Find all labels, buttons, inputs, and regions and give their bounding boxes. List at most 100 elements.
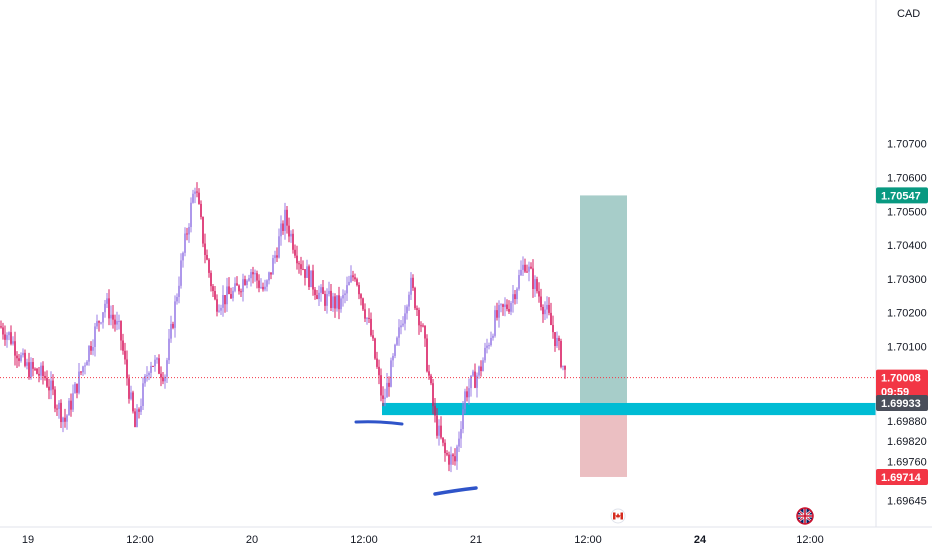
candle-body (218, 310, 220, 312)
candle-body (190, 202, 192, 228)
hand-drawn-low-mark-2[interactable] (433, 486, 478, 496)
candle-body (68, 400, 70, 416)
candle-body (314, 289, 316, 296)
candle-body (46, 377, 48, 387)
candle-body (54, 389, 56, 409)
candle-body (444, 442, 446, 454)
candle-body (430, 375, 432, 384)
support-zone-rectangle[interactable] (382, 402, 876, 416)
candle-body (384, 397, 386, 399)
candle-body (198, 192, 200, 204)
candle-body (24, 352, 26, 366)
candle-body (472, 371, 474, 376)
candle-body (374, 338, 376, 359)
candle-body (498, 305, 500, 318)
stop-loss-zone[interactable] (580, 402, 627, 477)
uk-flag-icon[interactable] (796, 507, 814, 525)
price-tag-label: 1.69933 (881, 398, 921, 410)
candle-body (76, 383, 78, 393)
time-axis[interactable]: 19 12:00 20 12:00 21 12:00 24 12:00 (22, 534, 824, 546)
candle-body (236, 283, 238, 286)
candle-body (464, 391, 466, 410)
candle-body (506, 304, 508, 309)
price-axis[interactable]: 1.70700 1.70600 1.70500 1.70400 1.70300 1.702… (887, 139, 927, 508)
candle-body (448, 454, 450, 465)
candle-body (546, 304, 548, 310)
candle-body (316, 295, 318, 299)
candle-body (16, 355, 18, 359)
candle-body (120, 321, 122, 341)
candle-body (466, 391, 468, 398)
candle-body (222, 295, 224, 308)
candle-body (368, 317, 370, 319)
candle-body (102, 312, 104, 323)
candle-body (284, 209, 286, 231)
candle-body (490, 337, 492, 346)
candle-body (62, 417, 64, 423)
candle-body (70, 400, 72, 410)
candle-body (110, 314, 112, 319)
candle-body (478, 366, 480, 376)
candle-body (420, 325, 422, 327)
candle-body (268, 272, 270, 281)
candle-body (240, 291, 242, 293)
candle-body (260, 286, 262, 288)
candle-body (502, 304, 504, 307)
candle-body (88, 346, 90, 362)
canada-flag-icon[interactable] (610, 508, 626, 524)
candle-body (264, 286, 266, 290)
candle-body (528, 266, 530, 272)
candle-body (164, 376, 166, 382)
candle-body (72, 393, 74, 410)
candle-body (208, 259, 210, 273)
candle-body (220, 307, 222, 311)
candle-body (286, 209, 288, 226)
candle-body (20, 355, 22, 361)
candle-body (86, 361, 88, 366)
candle-body (548, 304, 550, 313)
candle-body (30, 362, 32, 378)
candle-body (170, 323, 172, 339)
candle-body (412, 277, 414, 288)
candle-body (394, 344, 396, 356)
candle-body (224, 295, 226, 305)
candle-body (480, 366, 482, 372)
candle-body (330, 290, 332, 308)
time-tick-label: 19 (22, 534, 34, 546)
candle-body (356, 279, 358, 286)
candle-body (458, 438, 460, 447)
candle-body (354, 277, 356, 280)
candle-body (204, 243, 206, 255)
candle-body (140, 405, 142, 412)
time-tick-label: 21 (470, 534, 482, 546)
candle-body (376, 358, 378, 367)
candle-body (388, 382, 390, 387)
time-tick-label: 20 (246, 534, 258, 546)
currency-label: CAD (897, 8, 920, 20)
price-tick-label: 1.70600 (887, 173, 927, 185)
candle-body (428, 371, 430, 376)
candle-body (276, 255, 278, 258)
candle-body (2, 327, 4, 335)
candle-body (172, 323, 174, 328)
candle-body (56, 408, 58, 410)
candle-body (200, 203, 202, 217)
hand-drawn-low-mark-1[interactable] (354, 420, 404, 426)
price-tick-label: 1.69760 (887, 456, 927, 468)
candle-body (226, 286, 228, 305)
candle-body (534, 279, 536, 289)
profit-target-zone[interactable] (580, 195, 627, 403)
candle-body (126, 359, 128, 379)
candle-body (216, 299, 218, 312)
candle-body (180, 260, 182, 286)
candle-body (32, 362, 34, 369)
candle-body (122, 340, 124, 351)
candle-body (424, 325, 426, 339)
candle-body (378, 366, 380, 376)
candle-body (78, 371, 80, 393)
candle-body (414, 287, 416, 309)
candle-body (334, 296, 336, 309)
